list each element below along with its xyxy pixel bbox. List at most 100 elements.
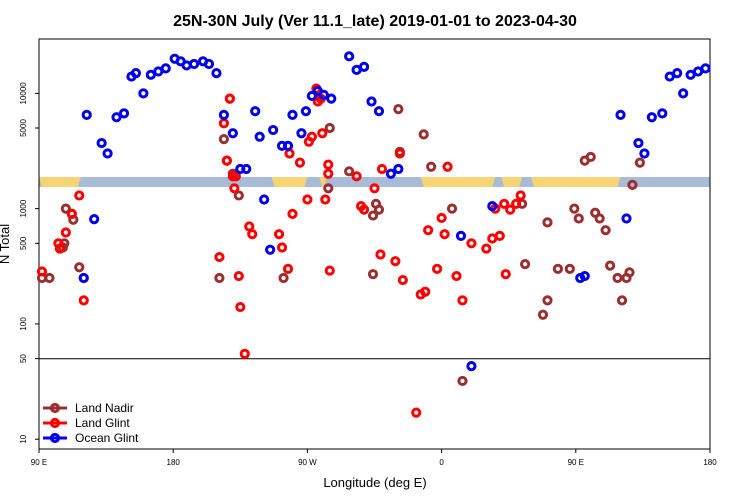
land-nadir-point xyxy=(367,210,379,221)
land-nadir-point xyxy=(569,203,580,214)
ocean-glint-point xyxy=(287,109,298,120)
ocean-glint-point xyxy=(111,112,122,123)
y-tick-label: 1000 xyxy=(19,199,28,217)
ocean-glint-point xyxy=(259,194,270,205)
land-glint-point xyxy=(511,198,522,209)
x-tick-label: 180 xyxy=(703,458,717,467)
land-glint-point xyxy=(324,265,335,276)
land-nadir-point xyxy=(612,272,623,284)
land-glint-point xyxy=(369,183,380,194)
x-tick-label: 180 xyxy=(167,458,181,467)
land-glint-point xyxy=(229,183,240,194)
ocean-glint-point xyxy=(306,90,317,102)
land-nadir-point xyxy=(573,213,584,224)
land-nadir-point xyxy=(426,161,437,172)
ocean-glint-point xyxy=(366,96,377,107)
land-glint-point xyxy=(78,295,89,306)
land-glint-point xyxy=(302,194,313,205)
land-glint-point xyxy=(66,208,77,219)
land-glint-point xyxy=(273,229,285,240)
land-glint-point xyxy=(394,148,405,159)
band-land-segment xyxy=(501,177,523,187)
y-axis-title: N Total xyxy=(0,224,12,264)
ocean-glint-point xyxy=(268,124,279,136)
land-nadir-point xyxy=(600,225,611,236)
ocean-glint-point xyxy=(89,214,100,225)
ocean-glint-point xyxy=(250,106,261,117)
band-land-segment xyxy=(420,177,496,187)
legend-marker xyxy=(49,402,61,414)
land-glint-point xyxy=(451,270,462,282)
land-nadir-point xyxy=(624,267,635,278)
ocean-glint-point xyxy=(296,128,307,139)
land-nadir-point xyxy=(537,309,549,320)
ocean-glint-point xyxy=(385,168,397,179)
land-glint-point xyxy=(230,171,241,182)
land-nadir-point xyxy=(74,262,85,273)
land-glint-point xyxy=(214,251,225,263)
y-tick-label: 500 xyxy=(19,236,28,250)
land-nadir-point xyxy=(278,272,289,284)
y-tick-label: 10 xyxy=(19,434,28,443)
land-nadir-point xyxy=(457,375,468,387)
x-axis-title: Longitude (deg E) xyxy=(323,475,426,490)
legend-label: Land Nadir xyxy=(75,401,134,415)
ocean-glint-point xyxy=(138,88,149,99)
ocean-glint-point xyxy=(188,58,200,70)
land-glint-point xyxy=(320,194,331,205)
x-tick-label: 90 W xyxy=(298,458,317,467)
land-glint-point xyxy=(284,148,295,159)
land-nadir-point xyxy=(324,122,335,134)
ocean-glint-point xyxy=(203,58,215,70)
legend-marker xyxy=(49,417,61,429)
land-ocean-band xyxy=(39,177,710,187)
ocean-glint-point xyxy=(455,230,467,241)
land-nadir-point xyxy=(520,259,531,270)
y-tick-label: 5000 xyxy=(19,119,28,137)
land-glint-point xyxy=(457,295,468,306)
ocean-glint-point xyxy=(621,213,632,224)
ocean-glint-point xyxy=(96,137,107,149)
land-glint-point xyxy=(466,238,477,249)
ocean-glint-point xyxy=(344,51,355,62)
land-glint-point xyxy=(432,263,443,274)
land-glint-point xyxy=(436,212,447,224)
land-glint-point xyxy=(397,274,408,286)
land-glint-point xyxy=(36,266,48,277)
land-nadir-point xyxy=(393,103,404,115)
land-glint-point xyxy=(244,221,255,232)
ocean-glint-point xyxy=(358,61,370,72)
land-glint-point xyxy=(439,229,450,240)
land-glint-point xyxy=(317,128,328,139)
data-points xyxy=(36,51,711,418)
ocean-glint-point xyxy=(678,88,689,99)
band-land-segment xyxy=(531,177,621,187)
land-glint-point xyxy=(481,243,492,254)
land-glint-point xyxy=(375,249,386,260)
land-nadir-point xyxy=(373,204,385,215)
x-tick-label: 90 E xyxy=(31,458,47,467)
land-glint-point xyxy=(500,269,511,280)
plot-frame xyxy=(38,38,711,450)
ocean-glint-point xyxy=(657,108,668,119)
land-glint-point xyxy=(351,171,362,182)
ocean-glint-point xyxy=(227,128,238,139)
chart-title: 25N-30N July (Ver 11.1_late) 2019-01-01 … xyxy=(173,13,577,30)
band-land-segment xyxy=(39,177,81,187)
ocean-glint-point xyxy=(118,108,130,119)
land-glint-point xyxy=(442,161,453,172)
land-glint-point xyxy=(423,225,434,236)
land-glint-point xyxy=(358,204,370,215)
ocean-glint-point xyxy=(615,109,626,120)
land-glint-point xyxy=(323,159,334,170)
land-glint-point xyxy=(323,168,334,179)
ocean-glint-point xyxy=(160,63,171,74)
land-glint-point xyxy=(224,93,235,104)
y-tick-label: 10000 xyxy=(19,82,28,105)
land-nadir-point xyxy=(627,179,638,191)
ocean-glint-point xyxy=(664,71,675,82)
land-glint-point xyxy=(505,204,516,215)
land-glint-point xyxy=(515,190,526,201)
